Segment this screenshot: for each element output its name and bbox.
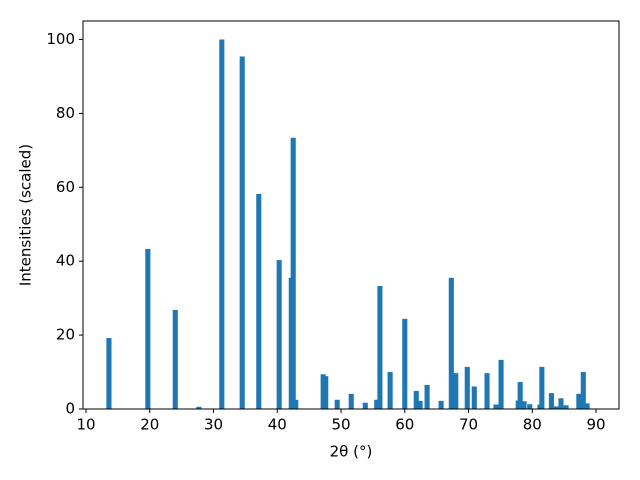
bar (387, 372, 393, 409)
bar (377, 285, 383, 409)
bar (374, 399, 380, 409)
bar (558, 398, 564, 409)
bar (145, 248, 151, 409)
bar (106, 338, 112, 409)
bar (413, 390, 419, 409)
bar (548, 393, 554, 409)
bar (527, 404, 533, 409)
x-tick-label: 50 (331, 416, 350, 434)
bar (493, 404, 499, 409)
bar (256, 193, 262, 409)
y-tick-label: 0 (65, 400, 75, 418)
x-tick-label: 30 (204, 416, 223, 434)
x-tick-label: 80 (523, 416, 542, 434)
x-tick-label: 10 (76, 416, 95, 434)
bar (438, 400, 444, 409)
bar (196, 406, 202, 409)
x-tick-label: 20 (140, 416, 159, 434)
bar (517, 382, 523, 409)
bar (580, 372, 586, 409)
bar (448, 277, 454, 409)
x-tick-label: 60 (395, 416, 414, 434)
bar (239, 56, 245, 410)
y-tick-label: 40 (56, 252, 75, 270)
bar (576, 393, 582, 409)
plot-frame (82, 20, 620, 410)
bar (323, 376, 329, 409)
bar (362, 402, 368, 409)
x-tick-label: 40 (268, 416, 287, 434)
bar (219, 39, 225, 409)
bar (402, 318, 408, 409)
y-tick-label: 20 (56, 326, 75, 344)
x-tick-label: 90 (587, 416, 606, 434)
y-tick-label: 60 (56, 178, 75, 196)
bar (424, 384, 430, 409)
bar (417, 400, 423, 409)
bar (453, 373, 459, 409)
bar (290, 137, 296, 409)
bar (553, 406, 559, 409)
bar (334, 399, 340, 409)
y-axis-label: Intensities (scaled) (17, 144, 35, 286)
bar (498, 359, 504, 409)
bar (539, 366, 545, 409)
bar (348, 393, 354, 409)
bar (464, 366, 470, 409)
bar (276, 260, 282, 409)
bar (563, 405, 569, 409)
bar (293, 399, 299, 409)
bar (484, 373, 490, 409)
bar (521, 401, 527, 409)
bar (172, 309, 178, 409)
x-tick-label: 70 (459, 416, 478, 434)
x-axis-label: 2θ (°) (330, 443, 373, 461)
y-tick-label: 80 (56, 104, 75, 122)
bar (471, 386, 477, 409)
bar (584, 403, 590, 409)
y-tick-label: 100 (46, 30, 75, 48)
